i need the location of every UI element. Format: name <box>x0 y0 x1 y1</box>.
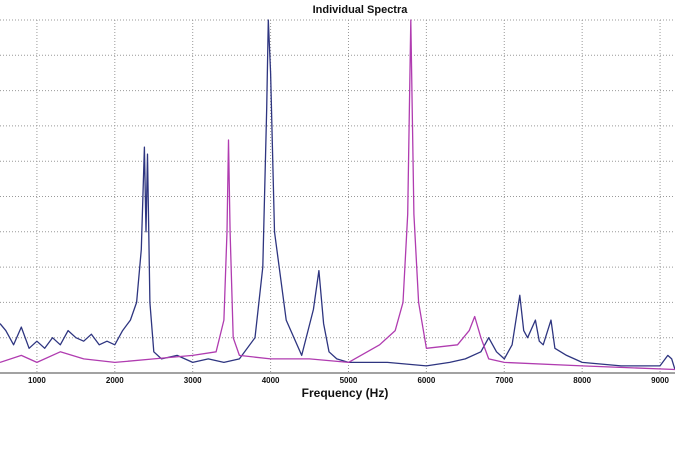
x-axis-label: Frequency (Hz) <box>302 386 389 400</box>
x-tick-label: 1000 <box>28 376 46 385</box>
x-tick-label: 5000 <box>340 376 358 385</box>
spectrum-line <box>0 19 675 371</box>
x-tick-label: 9000 <box>651 376 669 385</box>
x-tick-label: 7000 <box>495 376 513 385</box>
chart-title: Individual Spectra <box>313 4 409 16</box>
x-tick-label: 6000 <box>417 376 435 385</box>
x-tick-label: 2000 <box>106 376 124 385</box>
x-tick-label: 4000 <box>262 376 280 385</box>
x-tick-label: 8000 <box>573 376 591 385</box>
x-tick-label: 3000 <box>184 376 202 385</box>
spectrum-line <box>0 19 675 370</box>
